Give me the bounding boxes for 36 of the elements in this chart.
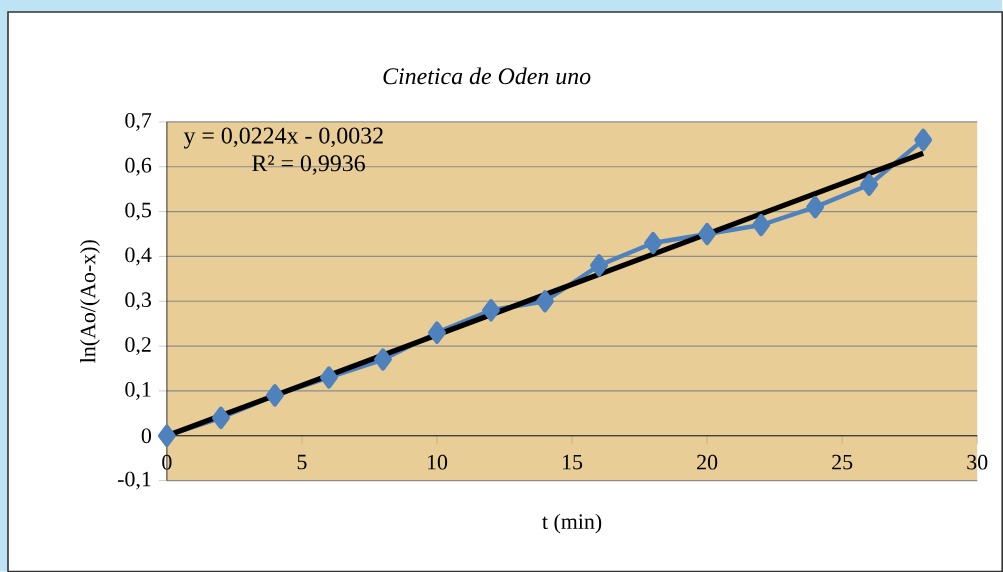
y-tick-label: 0,1 <box>125 381 151 400</box>
point <box>374 348 392 371</box>
point <box>752 213 771 237</box>
x-tick-label: 10 <box>427 454 448 470</box>
point <box>914 128 933 151</box>
y-tick-label: 0,4 <box>125 247 152 266</box>
y-tick-label: -0,1 <box>117 471 151 490</box>
point <box>590 254 608 277</box>
y-tick-label: 0,3 <box>125 292 151 311</box>
point <box>211 406 230 429</box>
point <box>428 321 446 344</box>
x-axis-title: t (min) <box>542 513 602 534</box>
y-tick-label: 0 <box>141 428 152 444</box>
point <box>860 173 879 196</box>
point <box>644 231 663 255</box>
y-tick-label: 0,2 <box>125 336 151 355</box>
y-tick-label: 0,6 <box>125 157 152 176</box>
annotation: R² = 0,9936 <box>252 155 365 175</box>
x-tick-label: 15 <box>563 454 583 470</box>
point <box>536 289 554 313</box>
y-tick-label: 0,5 <box>125 202 151 221</box>
point <box>265 384 284 407</box>
point <box>698 222 717 246</box>
point <box>320 366 338 389</box>
x-tick-label: 5 <box>297 454 307 470</box>
x-tick-label: 30 <box>967 454 988 470</box>
y-axis-title: ln(Ao/(Ao-x)) <box>80 240 100 363</box>
chart-title: Cinetica de Oden uno <box>383 67 591 85</box>
point <box>482 298 500 322</box>
x-tick-label: 20 <box>697 454 718 470</box>
point <box>157 424 176 447</box>
x-tick-label: 25 <box>832 454 853 470</box>
annotation: y = 0,0224x - 0,0032 <box>183 127 383 149</box>
y-tick-label: 0,7 <box>125 112 152 131</box>
x-tick-label: 0 <box>162 454 172 470</box>
point <box>806 195 825 219</box>
